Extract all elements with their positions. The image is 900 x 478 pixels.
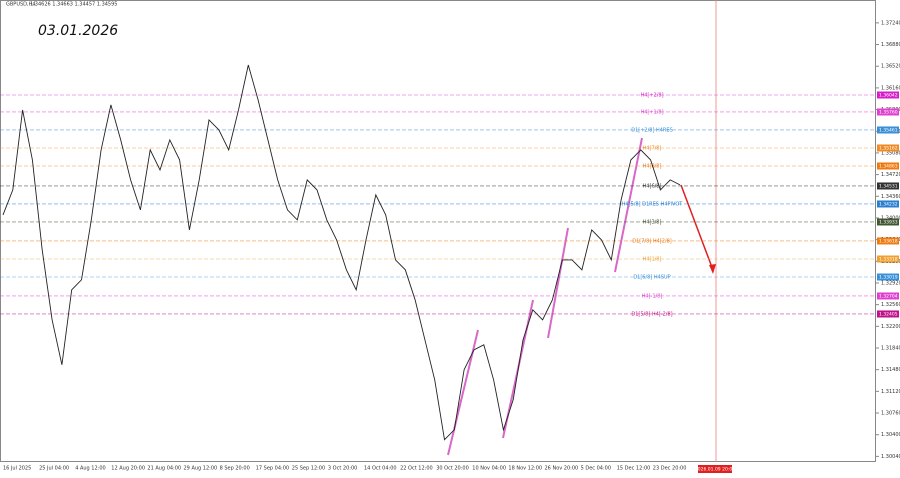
arrow-head: [709, 264, 716, 274]
level-price-box: [877, 218, 899, 226]
quote: 1.34626 1.34663 1.34457 1.34595: [30, 2, 117, 8]
level-price-box: [877, 273, 899, 281]
x-tick-label: 25 Jul 04:00: [39, 466, 69, 472]
level-price-box: [877, 255, 899, 263]
level-label: D1[+2/8] H4RES: [631, 127, 673, 133]
x-tick-label: 16 Jul 2025: [3, 466, 31, 472]
level-label: D1[5/8] H4[-2/8]: [631, 311, 672, 317]
level-price-box: [877, 310, 899, 318]
x-tick-label: 22 Oct 12:00: [400, 466, 433, 472]
x-tick-label: 12 Aug 20:00: [111, 466, 145, 472]
y-tick-label: 1.34360: [881, 194, 900, 200]
level-price: 1.33019: [879, 275, 898, 281]
x-tick-label: 21 Aug 04:00: [147, 466, 181, 472]
level-price-box: [877, 237, 899, 245]
y-tick-label: 1.36160: [881, 85, 900, 91]
y-tick-label: 1.34000: [881, 215, 900, 221]
level-price: 1.35162: [879, 145, 898, 151]
x-tick-label: 25 Sep 12:00: [292, 466, 325, 472]
x-tick-label: 29 Aug 12:00: [184, 466, 218, 472]
plot-area: [0, 0, 876, 462]
y-tick-label: 1.31840: [881, 345, 900, 351]
level-price-box: [877, 292, 899, 300]
level-label: H4[7/8]: [643, 145, 662, 151]
forecast-arrow: [680, 184, 714, 271]
level-price-box: [877, 108, 899, 116]
level-label: H4[8/8]: [643, 163, 662, 169]
y-tick-label: 1.30400: [881, 432, 900, 438]
y-tick-label: 1.36520: [881, 64, 900, 70]
level-label: D1[6/8] H4SUP: [633, 275, 670, 281]
date-annotation: 03.01.2026: [38, 23, 118, 39]
y-tick-label: 1.32200: [881, 324, 900, 330]
level-price-box: [877, 91, 899, 99]
level-label: H4[5/8] D1RES H4PIVOT: [622, 201, 684, 207]
y-tick-label: 1.32920: [881, 280, 900, 286]
level-price: 1.33318: [879, 257, 898, 263]
y-tick-label: 1.31480: [881, 367, 900, 373]
y-tick-label: 1.30760: [881, 411, 900, 417]
x-tick-label: 23 Dec 20:00: [653, 466, 687, 472]
x-tick-label: 3 Oct 20:00: [328, 466, 357, 472]
level-price: 1.33618: [879, 238, 898, 244]
x-tick-label: 26 Nov 20:00: [545, 466, 579, 472]
y-tick-label: 1.30040: [881, 454, 900, 460]
level-label: H4[-1/8]: [642, 293, 663, 299]
level-price: 1.34232: [879, 201, 898, 207]
y-tick-label: 1.31120: [881, 389, 900, 395]
level-label: H4[+1/8]: [640, 109, 663, 115]
level-price-box: [877, 182, 899, 190]
level-price: 1.35461: [879, 127, 898, 133]
y-tick-label: 1.32560: [881, 302, 900, 308]
x-tick-label: 5 Dec 04:00: [581, 466, 611, 472]
x-tick-label: 17 Sep 04:00: [256, 466, 289, 472]
level-price: 1.35760: [879, 109, 898, 115]
level-price-box: [877, 162, 899, 170]
level-label: H4[6/8]: [643, 183, 662, 189]
x-tick-label: 18 Nov 12:00: [508, 466, 542, 472]
x-tick-label: 4 Aug 12:00: [75, 466, 106, 472]
x-tick-label: 14 Oct 04:00: [364, 466, 397, 472]
level-price: 1.34863: [879, 163, 898, 169]
level-price-box: [877, 144, 899, 152]
price-line: [2, 64, 681, 441]
level-price: 1.32704: [879, 293, 898, 299]
x-tick-label: 8 Sep 20:00: [220, 466, 250, 472]
y-tick-label: 1.37240: [881, 20, 900, 26]
level-label: D1[7/8] H4[2/8]: [632, 238, 672, 244]
y-tick-label: 1.34720: [881, 172, 900, 178]
y-tick-label: 1.35080: [881, 150, 900, 156]
x-tick-label: 10 Nov 04:00: [472, 466, 506, 472]
level-label: H4[1/8]: [643, 257, 662, 263]
level-price: 1.36042: [879, 93, 898, 99]
x-tick-label: 30 Oct 20:00: [436, 466, 469, 472]
symbol: GBPUSD,H4: [6, 2, 36, 8]
x-tick-label: 15 Dec 12:00: [617, 466, 651, 472]
level-label: H4[3/8]: [643, 219, 662, 225]
level-price: 1.33933: [879, 219, 898, 225]
level-price-box: [877, 200, 899, 208]
level-price-box: [877, 126, 899, 134]
cursor-time-box: [698, 465, 732, 473]
cursor-time: 2026.01.09 20:00: [695, 467, 735, 473]
level-label: H4[+2/8]: [640, 93, 663, 99]
level-price: 1.34531: [879, 183, 898, 189]
y-tick-label: 1.36880: [881, 42, 900, 48]
level-price: 1.32405: [879, 311, 898, 317]
